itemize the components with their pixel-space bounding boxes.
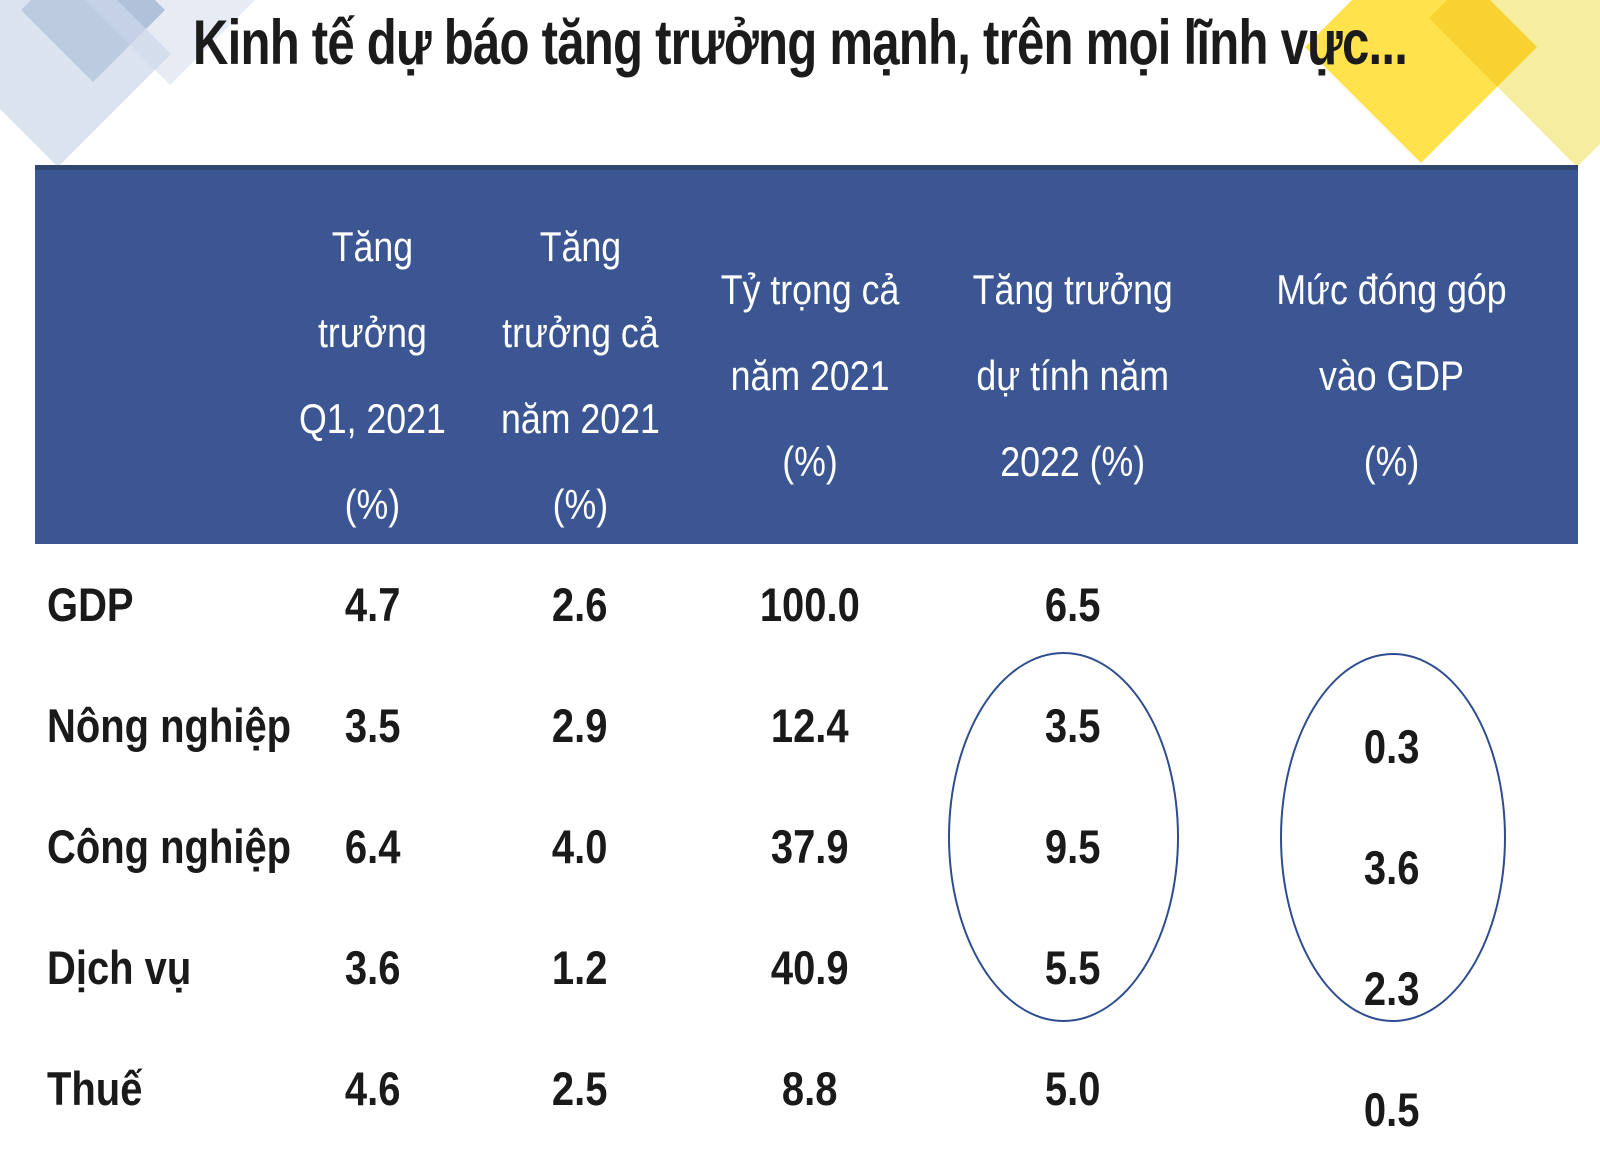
value-cell: 0.5	[1363, 1083, 1420, 1136]
value-cell: 2.6	[552, 578, 608, 631]
value-cell: 5.0	[1044, 1062, 1101, 1115]
header-cell-empty	[35, 170, 265, 548]
header-cell-growth-full-2021: Tăng trưởng cả năm 2021 (%)	[480, 170, 680, 548]
table-header-row: Tăng trưởng Q1, 2021 (%) Tăng trưởng cả …	[35, 165, 1578, 544]
row-label-gdp: GDP	[47, 578, 134, 631]
value-cell: 4.6	[344, 1062, 401, 1115]
value-cell: 2.9	[552, 699, 608, 752]
value-cell: 8.8	[782, 1062, 838, 1115]
row-label-cong-nghiep: Công nghiệp	[47, 820, 292, 873]
value-cell: 6.4	[344, 820, 401, 873]
header-label: Tăng trưởng cả năm 2021 (%)	[500, 223, 660, 529]
yellow-diamond-pale	[1429, 0, 1600, 167]
slide-title: Kinh tế dự báo tăng trưởng mạnh, trên mọ…	[192, 8, 1408, 78]
header-label: Tăng trưởng Q1, 2021 (%)	[299, 223, 446, 529]
value-cell: 6.5	[1044, 578, 1101, 631]
value-cell: 4.0	[552, 820, 608, 873]
value-cell: 2.5	[552, 1062, 608, 1115]
value-cell: 3.6	[344, 941, 401, 994]
header-label: Mức đóng góp vào GDP (%)	[1276, 266, 1507, 486]
value-cell: 37.9	[771, 820, 849, 873]
value-cell: 40.9	[771, 941, 849, 994]
value-cell	[1205, 544, 1578, 665]
header-cell-gdp-contribution: Mức đóng góp vào GDP (%)	[1205, 170, 1578, 548]
header-cell-growth-q1-2021: Tăng trưởng Q1, 2021 (%)	[265, 170, 480, 548]
header-cell-share-2021: Tỷ trọng cả năm 2021 (%)	[680, 170, 940, 548]
value-cell: 4.7	[344, 578, 401, 631]
value-cell: 3.5	[344, 699, 401, 752]
row-label-thue: Thuế	[47, 1062, 143, 1115]
highlight-ellipse-gdp-contribution	[1280, 653, 1506, 1022]
header-label: Tỷ trọng cả năm 2021 (%)	[720, 266, 900, 486]
value-cell: 12.4	[771, 699, 849, 752]
highlight-ellipse-forecast-2022	[948, 652, 1179, 1022]
header-cell-forecast-2022: Tăng trưởng dự tính năm 2022 (%)	[940, 170, 1205, 548]
header-label: Tăng trưởng dự tính năm 2022 (%)	[972, 266, 1173, 486]
blue-diamond-pale-large	[0, 0, 171, 167]
row-label-nong-nghiep: Nông nghiệp	[47, 699, 292, 752]
blue-diamond-medium	[21, 0, 165, 82]
value-cell: 100.0	[760, 578, 860, 631]
row-label-dich-vu: Dịch vụ	[47, 941, 192, 994]
value-cell: 1.2	[552, 941, 608, 994]
